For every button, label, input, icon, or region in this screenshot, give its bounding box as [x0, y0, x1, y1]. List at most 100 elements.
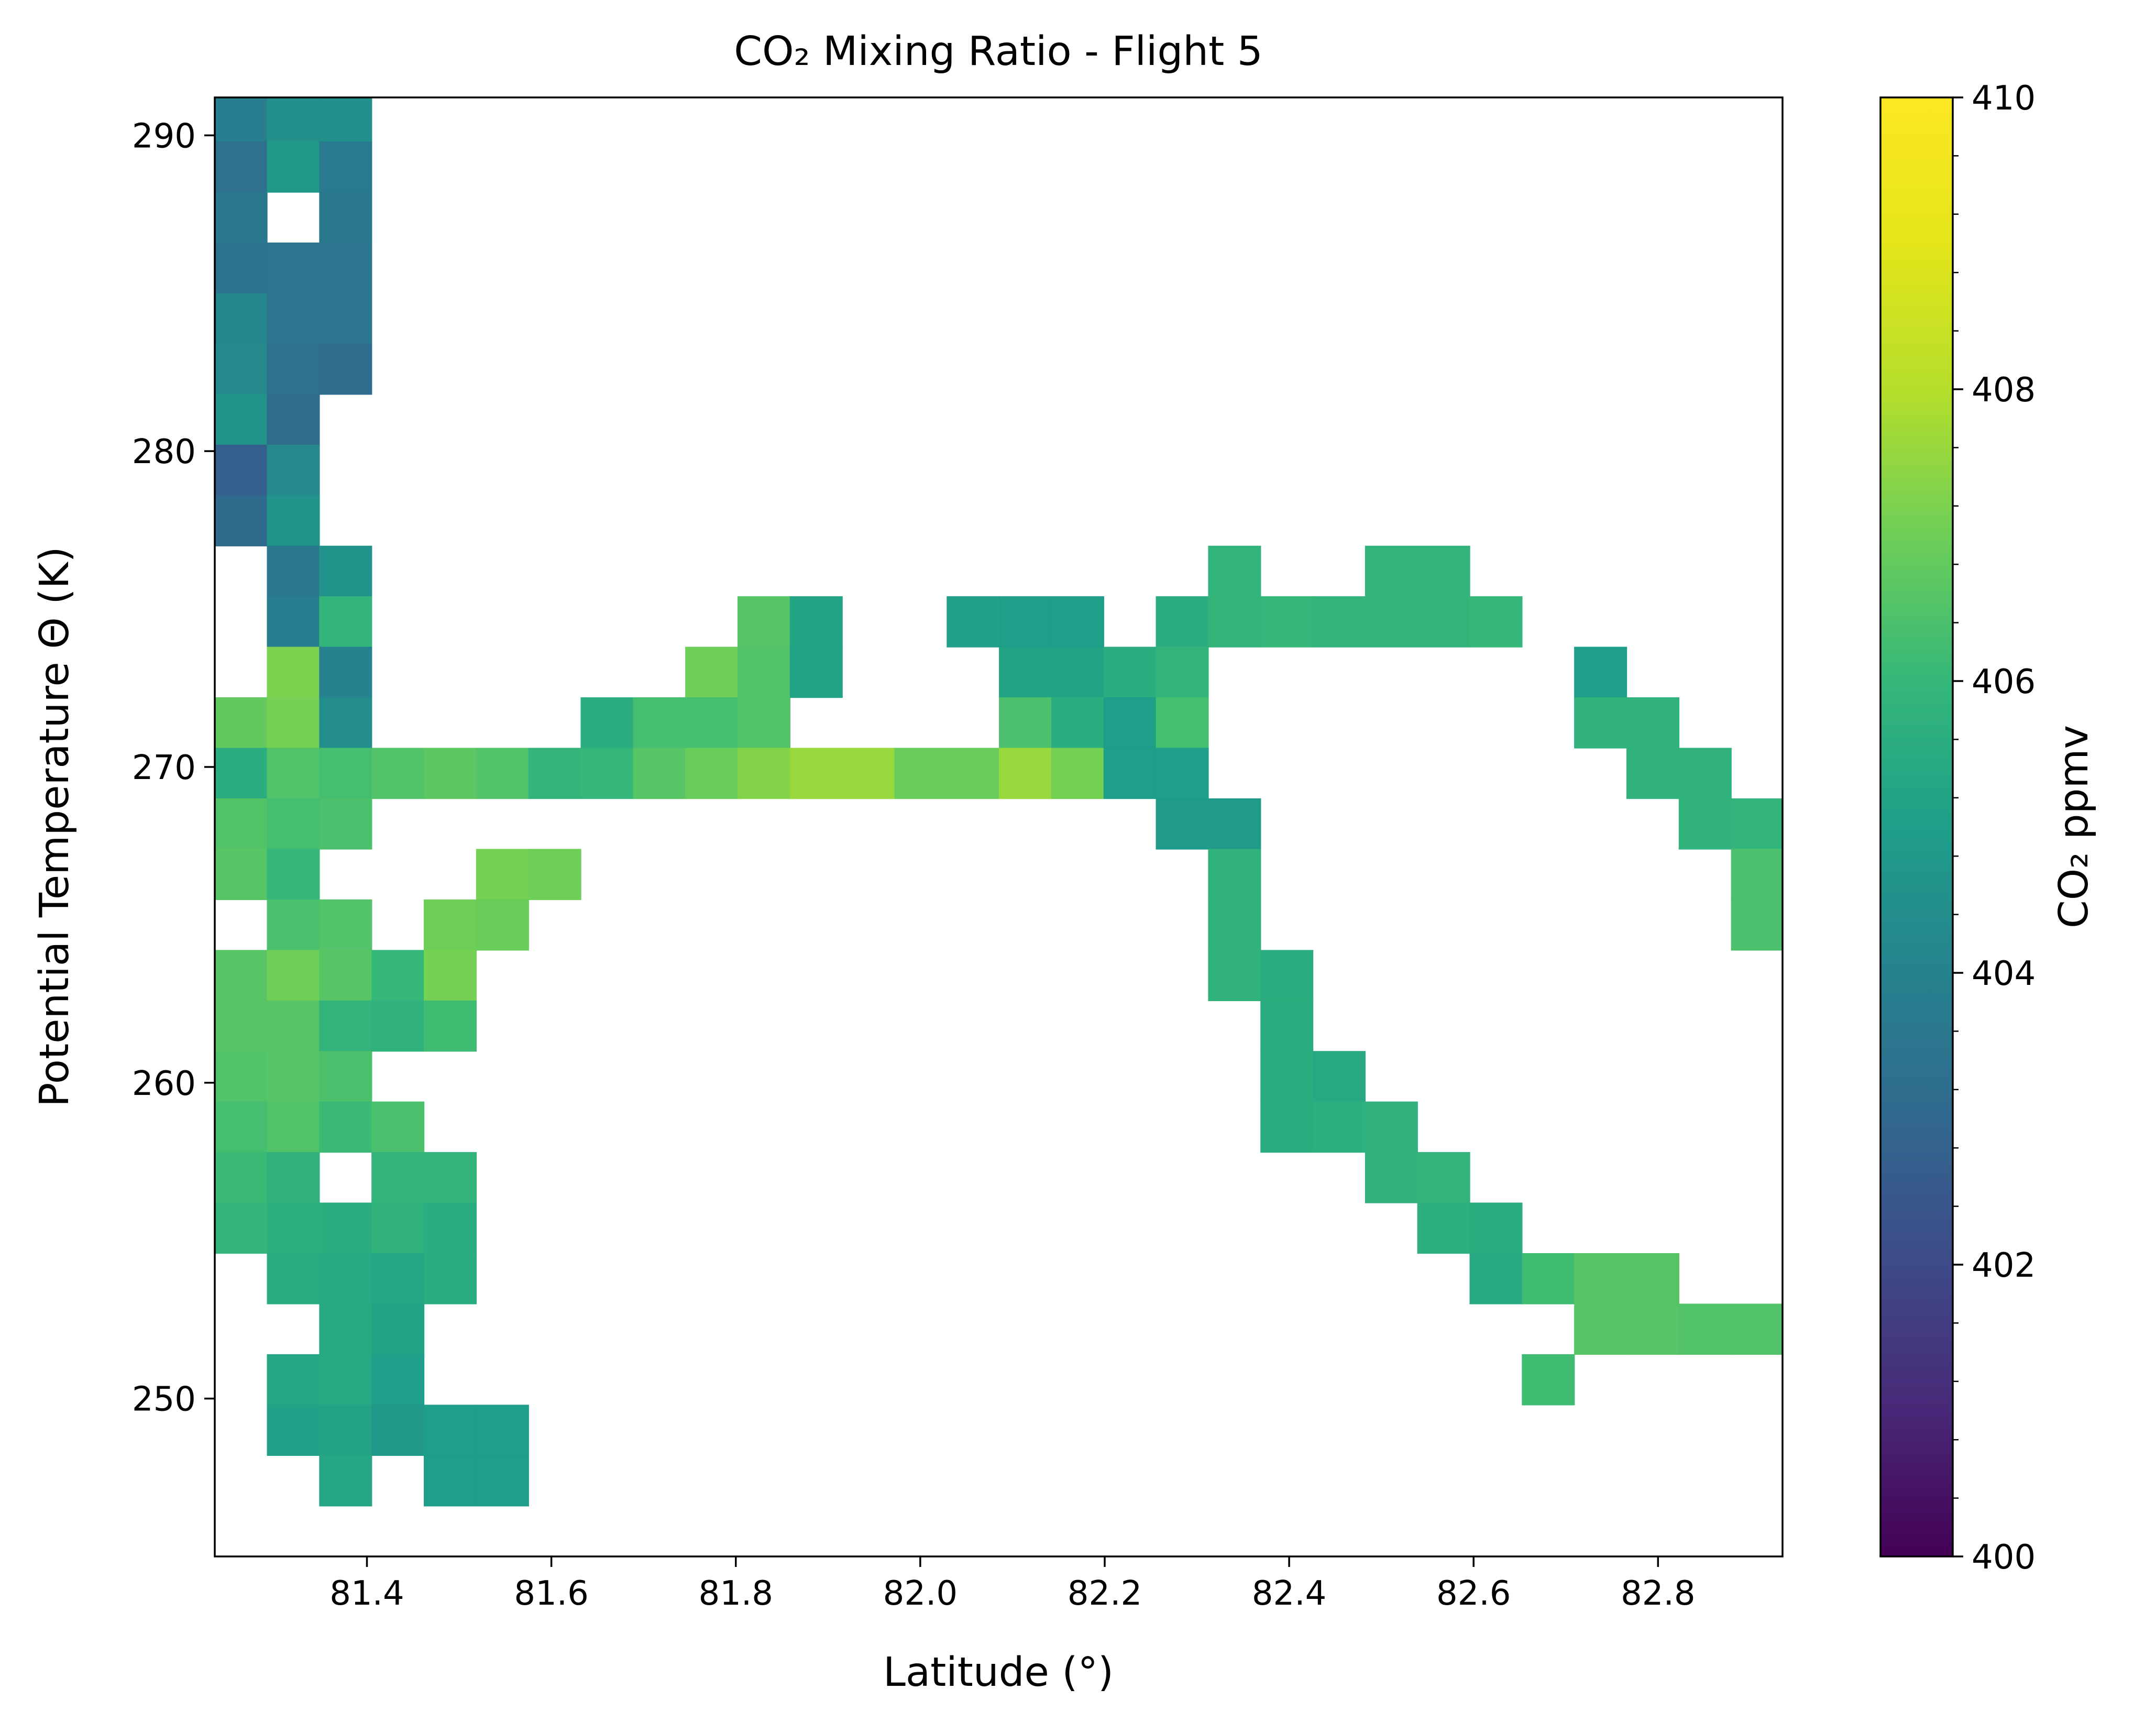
x-axis: 81.4 81.6 81.8 82.0 82.2 82.4 82.6 82.8 [329, 1556, 1696, 1613]
heatmap-cell [1156, 596, 1209, 648]
heatmap-cell [319, 343, 372, 395]
y-tick-label: 290 [132, 117, 196, 156]
heatmap-cell [1626, 697, 1680, 749]
heatmap-cell [1731, 899, 1783, 951]
heatmap-cell [424, 1253, 477, 1304]
heatmap-cell [842, 748, 895, 799]
heatmap-cell [319, 1253, 372, 1304]
heatmap-cell [319, 97, 372, 142]
heatmap-cell [267, 545, 320, 597]
colorbar [1879, 96, 1954, 1558]
heatmap-cell [1626, 1253, 1680, 1304]
heatmap-cell [737, 697, 790, 749]
heatmap-cell [371, 1253, 425, 1304]
heatmap-cell [424, 899, 477, 951]
heatmap-cell [1731, 1303, 1783, 1355]
heatmap-cell [267, 798, 320, 850]
heatmap-cell [267, 444, 320, 496]
heatmap-cells [215, 0, 1836, 1507]
heatmap-cell [894, 748, 948, 799]
heatmap-cell [267, 646, 320, 698]
heatmap-cell [215, 1101, 268, 1153]
heatmap-cell [580, 697, 634, 749]
colorbar-tick-label: 410 [1972, 79, 2036, 118]
heatmap-cell [1208, 596, 1261, 648]
heatmap-cell [319, 141, 372, 193]
heatmap-cell [1522, 1253, 1575, 1304]
heatmap-cell [999, 697, 1052, 749]
heatmap-cell [424, 1000, 477, 1052]
heatmap-cell [215, 141, 268, 193]
heatmap-cell [319, 697, 372, 749]
heatmap-cell [1260, 1051, 1314, 1102]
heatmap-cell [633, 697, 686, 749]
y-tick-label: 270 [132, 749, 196, 787]
heatmap-cell [580, 748, 634, 799]
heatmap-cell [1731, 798, 1783, 850]
heatmap-cell [215, 444, 268, 496]
heatmap-cell [737, 748, 790, 799]
heatmap-cell [999, 748, 1052, 799]
heatmap-cell [215, 849, 268, 901]
heatmap-cell [319, 1101, 372, 1153]
heatmap-cell [999, 646, 1052, 698]
heatmap-cell [1417, 596, 1470, 648]
heatmap-cell [319, 1051, 372, 1102]
heatmap-cell [1156, 798, 1209, 850]
heatmap-cell [215, 0, 267, 41]
heatmap-cell [1469, 596, 1523, 648]
heatmap-cell [1784, 1102, 1836, 1153]
heatmap-cell [1208, 798, 1261, 850]
heatmap-cell [215, 1152, 268, 1203]
colorbar-label: CO₂ ppmv [2051, 725, 2097, 928]
heatmap-cell [476, 748, 529, 799]
x-axis-label: Latitude (°) [883, 1649, 1114, 1696]
heatmap-cell [215, 798, 268, 850]
heatmap-cell [319, 293, 372, 345]
heatmap-cell [1260, 1101, 1314, 1153]
heatmap-cell [1208, 545, 1261, 597]
heatmap-cell [424, 748, 477, 799]
heatmap-cell [267, 849, 320, 901]
heatmap-cell [424, 950, 477, 1001]
heatmap-cell [1574, 697, 1627, 749]
heatmap-cell [267, 1354, 320, 1406]
heatmap-cell [371, 950, 425, 1001]
heatmap-cell [319, 646, 372, 698]
heatmap-cell [215, 1000, 268, 1052]
heatmap-cell [1784, 1304, 1836, 1355]
heatmap-cell [424, 1202, 477, 1254]
heatmap-cell [1051, 748, 1104, 799]
heatmap-cell [1469, 1202, 1523, 1254]
heatmap-cell [789, 596, 843, 648]
heatmap-cell [424, 1455, 477, 1507]
heatmap-cell [267, 1051, 320, 1102]
heatmap-cell [1103, 697, 1157, 749]
heatmap-cell [215, 394, 268, 445]
heatmap-cell [1784, 950, 1836, 1001]
heatmap-cell [267, 394, 320, 445]
heatmap-cell [1260, 596, 1314, 648]
heatmap-cell [476, 899, 529, 951]
colorbar-tick-label: 400 [1972, 1538, 2036, 1577]
heatmap-cell [1469, 1253, 1523, 1304]
heatmap-cell [1626, 748, 1680, 799]
heatmap-cell [737, 596, 790, 648]
chart-title: CO₂ Mixing Ratio - Flight 5 [734, 28, 1263, 75]
heatmap-cell [1784, 1051, 1836, 1102]
heatmap-cell [267, 1000, 320, 1052]
y-axis-label: Potential Temperature Θ (K) [31, 546, 78, 1107]
heatmap-cell [267, 697, 320, 749]
heatmap-cell [685, 646, 739, 698]
heatmap-cell [215, 748, 268, 799]
heatmap-cell [476, 849, 529, 901]
heatmap-cell [528, 748, 581, 799]
heatmap-cell [215, 1202, 268, 1254]
heatmap-cell [1313, 596, 1366, 648]
heatmap-cell [215, 192, 268, 244]
heatmap-cell [267, 1152, 320, 1203]
heatmap-cell [371, 1152, 425, 1203]
heatmap-cell [267, 899, 320, 951]
heatmap-cell [1678, 1303, 1732, 1355]
